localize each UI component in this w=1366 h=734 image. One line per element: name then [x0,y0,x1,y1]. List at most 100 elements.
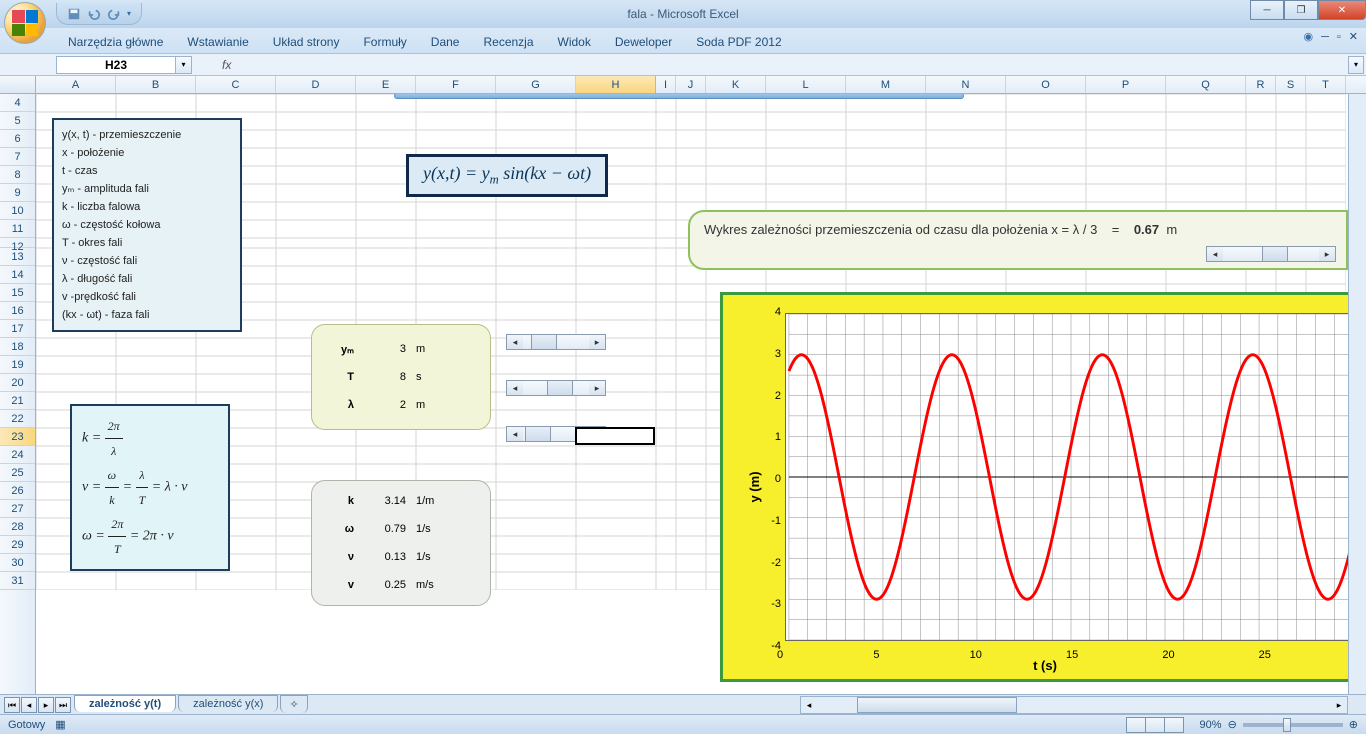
chart[interactable]: y (m) t (s) -4-3-2-101234 051015202530 [720,292,1348,682]
column-header-J[interactable]: J [676,76,706,93]
column-header-G[interactable]: G [496,76,576,93]
office-button[interactable] [4,2,46,44]
ribbon-tab-widok[interactable]: Widok [546,31,603,53]
column-header-A[interactable]: A [36,76,116,93]
sheet-last-icon[interactable]: ⏭ [55,697,71,713]
cells-area[interactable]: y(x, t) - przemieszczeniex - położeniet … [36,94,1348,694]
column-header-B[interactable]: B [116,76,196,93]
vertical-scrollbar[interactable] [1348,94,1366,694]
row-header-15[interactable]: 15 [0,284,35,302]
column-header-F[interactable]: F [416,76,496,93]
ribbon-tab-recenzja[interactable]: Recenzja [471,31,545,53]
column-header-C[interactable]: C [196,76,276,93]
row-header-20[interactable]: 20 [0,374,35,392]
close-button[interactable]: ✕ [1318,0,1366,20]
new-sheet-button[interactable]: ✧ [280,695,307,713]
sheet-prev-icon[interactable]: ◂ [21,697,37,713]
ribbon-tab-narzędzia-główne[interactable]: Narzędzia główne [56,31,175,53]
macro-record-icon[interactable]: ▦ [55,718,65,731]
select-all-corner[interactable] [0,76,36,93]
sheet-tab-yt[interactable]: zależność y(t) [74,695,176,712]
column-header-Q[interactable]: Q [1166,76,1246,93]
ribbon-minimize-icon[interactable]: ─ [1321,31,1329,43]
row-header-24[interactable]: 24 [0,446,35,464]
column-header-P[interactable]: P [1086,76,1166,93]
page-layout-view-icon[interactable] [1145,717,1165,733]
row-header-19[interactable]: 19 [0,356,35,374]
zoom-in-icon[interactable]: ⊕ [1349,718,1358,731]
row-header-25[interactable]: 25 [0,464,35,482]
row-header-28[interactable]: 28 [0,518,35,536]
column-header-R[interactable]: R [1246,76,1276,93]
horizontal-scrollbar[interactable]: ◂▸ [800,696,1348,714]
ribbon-tab-deweloper[interactable]: Deweloper [603,31,684,53]
zoom-slider[interactable] [1243,723,1343,727]
row-header-9[interactable]: 9 [0,184,35,202]
sheet-next-icon[interactable]: ▸ [38,697,54,713]
row-header-18[interactable]: 18 [0,338,35,356]
column-header-S[interactable]: S [1276,76,1306,93]
column-header-T[interactable]: T [1306,76,1346,93]
row-header-29[interactable]: 29 [0,536,35,554]
row-header-17[interactable]: 17 [0,320,35,338]
view-buttons [1127,717,1184,733]
column-header-K[interactable]: K [706,76,766,93]
row-header-6[interactable]: 6 [0,130,35,148]
sheet-tab-yx[interactable]: zależność y(x) [178,695,278,712]
row-header-16[interactable]: 16 [0,302,35,320]
sheet-first-icon[interactable]: ⏮ [4,697,20,713]
row-header-27[interactable]: 27 [0,500,35,518]
row-header-22[interactable]: 22 [0,410,35,428]
page-break-view-icon[interactable] [1164,717,1184,733]
row-header-12[interactable]: 12 [0,238,35,248]
column-headers: ABCDEFGHIJKLMNOPQRST [0,76,1366,94]
worksheet-grid[interactable]: 4567891011121314151617181920212223242526… [0,94,1348,694]
column-header-D[interactable]: D [276,76,356,93]
row-header-8[interactable]: 8 [0,166,35,184]
undo-icon[interactable] [87,7,101,21]
row-header-7[interactable]: 7 [0,148,35,166]
ribbon-tab-układ-strony[interactable]: Układ strony [261,31,352,53]
column-header-H[interactable]: H [576,76,656,93]
fx-label[interactable]: fx [222,58,231,72]
formula-bar-expand-icon[interactable]: ▾ [1348,56,1364,74]
active-cell[interactable] [575,427,655,445]
normal-view-icon[interactable] [1126,717,1146,733]
qat-dropdown-icon[interactable]: ▾ [127,9,131,18]
zoom-out-icon[interactable]: ⊖ [1228,718,1237,731]
ribbon-tab-wstawianie[interactable]: Wstawianie [175,31,260,53]
ribbon-restore-icon[interactable]: ▫ [1337,31,1341,43]
ym-scrollbar[interactable]: ◂▸ [506,334,606,350]
maximize-button[interactable]: ❐ [1284,0,1318,20]
ribbon-close-icon[interactable]: ✕ [1349,30,1358,43]
row-header-31[interactable]: 31 [0,572,35,590]
ribbon-tab-formuły[interactable]: Formuły [351,31,418,53]
save-icon[interactable] [67,7,81,21]
row-header-26[interactable]: 26 [0,482,35,500]
row-header-4[interactable]: 4 [0,94,35,112]
ribbon-tab-soda-pdf-2012[interactable]: Soda PDF 2012 [684,31,793,53]
minimize-button[interactable]: ─ [1250,0,1284,20]
row-header-13[interactable]: 13 [0,248,35,266]
ribbon-tab-dane[interactable]: Dane [419,31,472,53]
column-header-E[interactable]: E [356,76,416,93]
column-header-M[interactable]: M [846,76,926,93]
column-header-L[interactable]: L [766,76,846,93]
row-header-30[interactable]: 30 [0,554,35,572]
chart-title-text: Wykres zależności przemieszczenia od cza… [704,222,1097,237]
row-header-21[interactable]: 21 [0,392,35,410]
row-header-23[interactable]: 23 [0,428,35,446]
help-icon[interactable]: ◉ [1303,30,1313,43]
row-header-11[interactable]: 11 [0,220,35,238]
row-header-10[interactable]: 10 [0,202,35,220]
column-header-I[interactable]: I [656,76,676,93]
name-box-dropdown-icon[interactable]: ▾ [176,56,192,74]
column-header-O[interactable]: O [1006,76,1086,93]
T-scrollbar[interactable]: ◂▸ [506,380,606,396]
chart-position-scrollbar[interactable]: ◂▸ [1206,246,1336,262]
name-box[interactable]: H23 [56,56,176,74]
redo-icon[interactable] [107,7,121,21]
column-header-N[interactable]: N [926,76,1006,93]
row-header-5[interactable]: 5 [0,112,35,130]
row-header-14[interactable]: 14 [0,266,35,284]
